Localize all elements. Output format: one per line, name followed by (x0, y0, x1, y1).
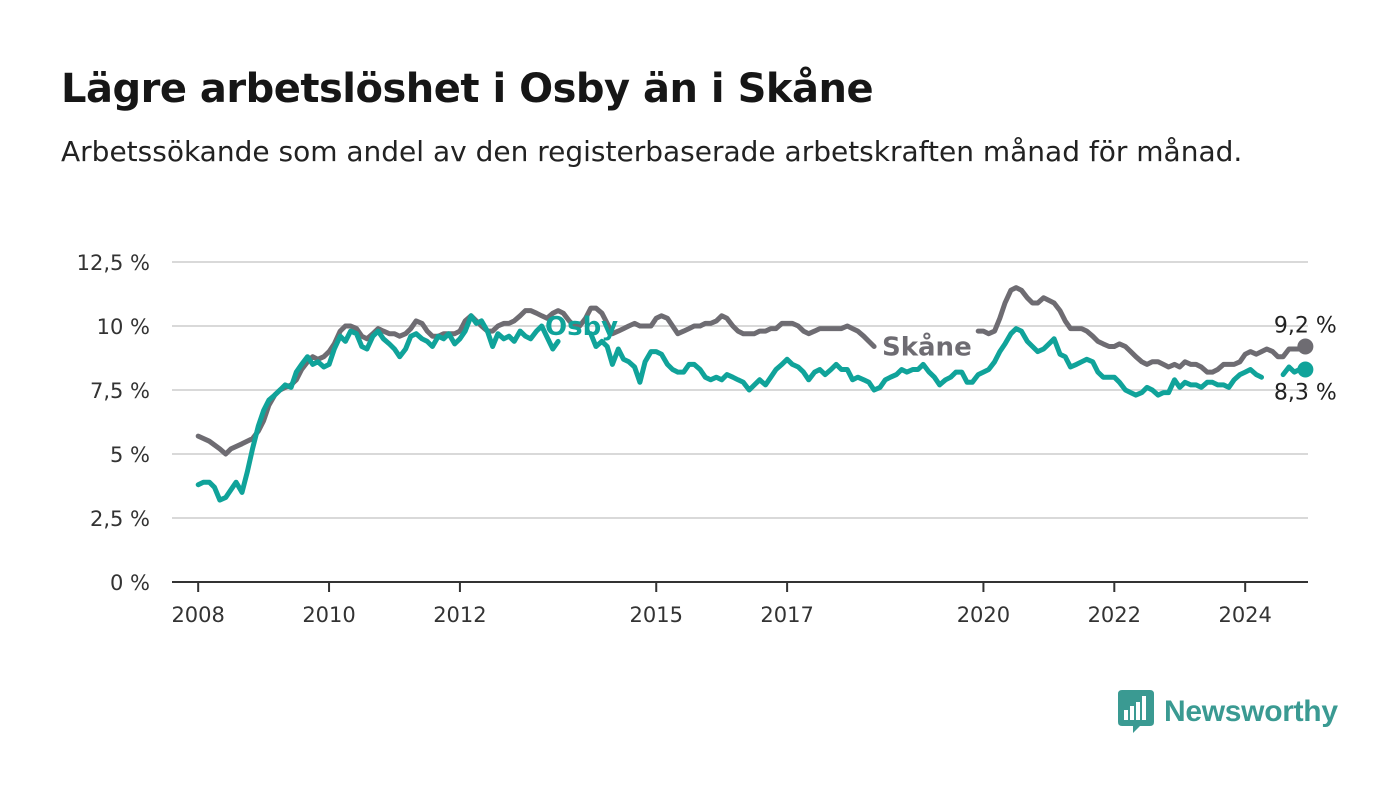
gridlines (172, 261, 1308, 519)
x-tick-label: 2012 (433, 603, 486, 627)
y-tick-label: 5 % (110, 443, 150, 467)
y-tick-label: 2,5 % (90, 507, 150, 531)
x-tick-label: 2022 (1088, 603, 1141, 627)
end-label-osby: 8,3 % (1274, 381, 1337, 406)
brand-name: Newsworthy (1164, 695, 1338, 728)
end-point-skåne (1297, 338, 1314, 355)
series-label-skane: Skåne (882, 330, 972, 362)
end-point-osby (1297, 361, 1314, 378)
line-chart: 2008 2010 2012 2015 2017 2020 2022 2024 0 % 2,5 … (77, 251, 1337, 627)
series-label-osby: Osby (545, 312, 618, 342)
chart-subtitle: Arbetssökande som andel av den registerb… (61, 135, 1243, 168)
series-line-osby (588, 326, 1264, 398)
brand-logo: Newsworthy (1118, 690, 1338, 734)
y-tick-label: 0 % (110, 571, 150, 595)
series-labels: Skåne Osby 9,2 % 8,3 % (545, 312, 1337, 406)
series-line-osby (195, 313, 561, 503)
x-tick-label: 2008 (171, 603, 224, 627)
end-label-skane: 9,2 % (1274, 313, 1337, 338)
y-tick-label: 7,5 % (90, 379, 150, 403)
y-tick-label: 12,5 % (77, 251, 150, 275)
x-tick-label: 2017 (760, 603, 813, 627)
x-axis: 2008 2010 2012 2015 2017 2020 2022 2024 (171, 581, 1308, 627)
chart-bubble-icon (1118, 690, 1154, 733)
chart-title: Lägre arbetslöshet i Osby än i Skåne (61, 66, 874, 112)
series-line-skåne (975, 285, 1308, 375)
series-line-skåne (195, 305, 877, 457)
x-tick-label: 2015 (630, 603, 683, 627)
x-tick-label: 2020 (957, 603, 1010, 627)
y-axis: 0 % 2,5 % 5 % 7,5 % 10 % 12,5 % (77, 251, 150, 595)
x-tick-label: 2010 (302, 603, 355, 627)
x-tick-label: 2024 (1218, 603, 1271, 627)
y-tick-label: 10 % (97, 315, 150, 339)
series-lines (195, 285, 1314, 503)
